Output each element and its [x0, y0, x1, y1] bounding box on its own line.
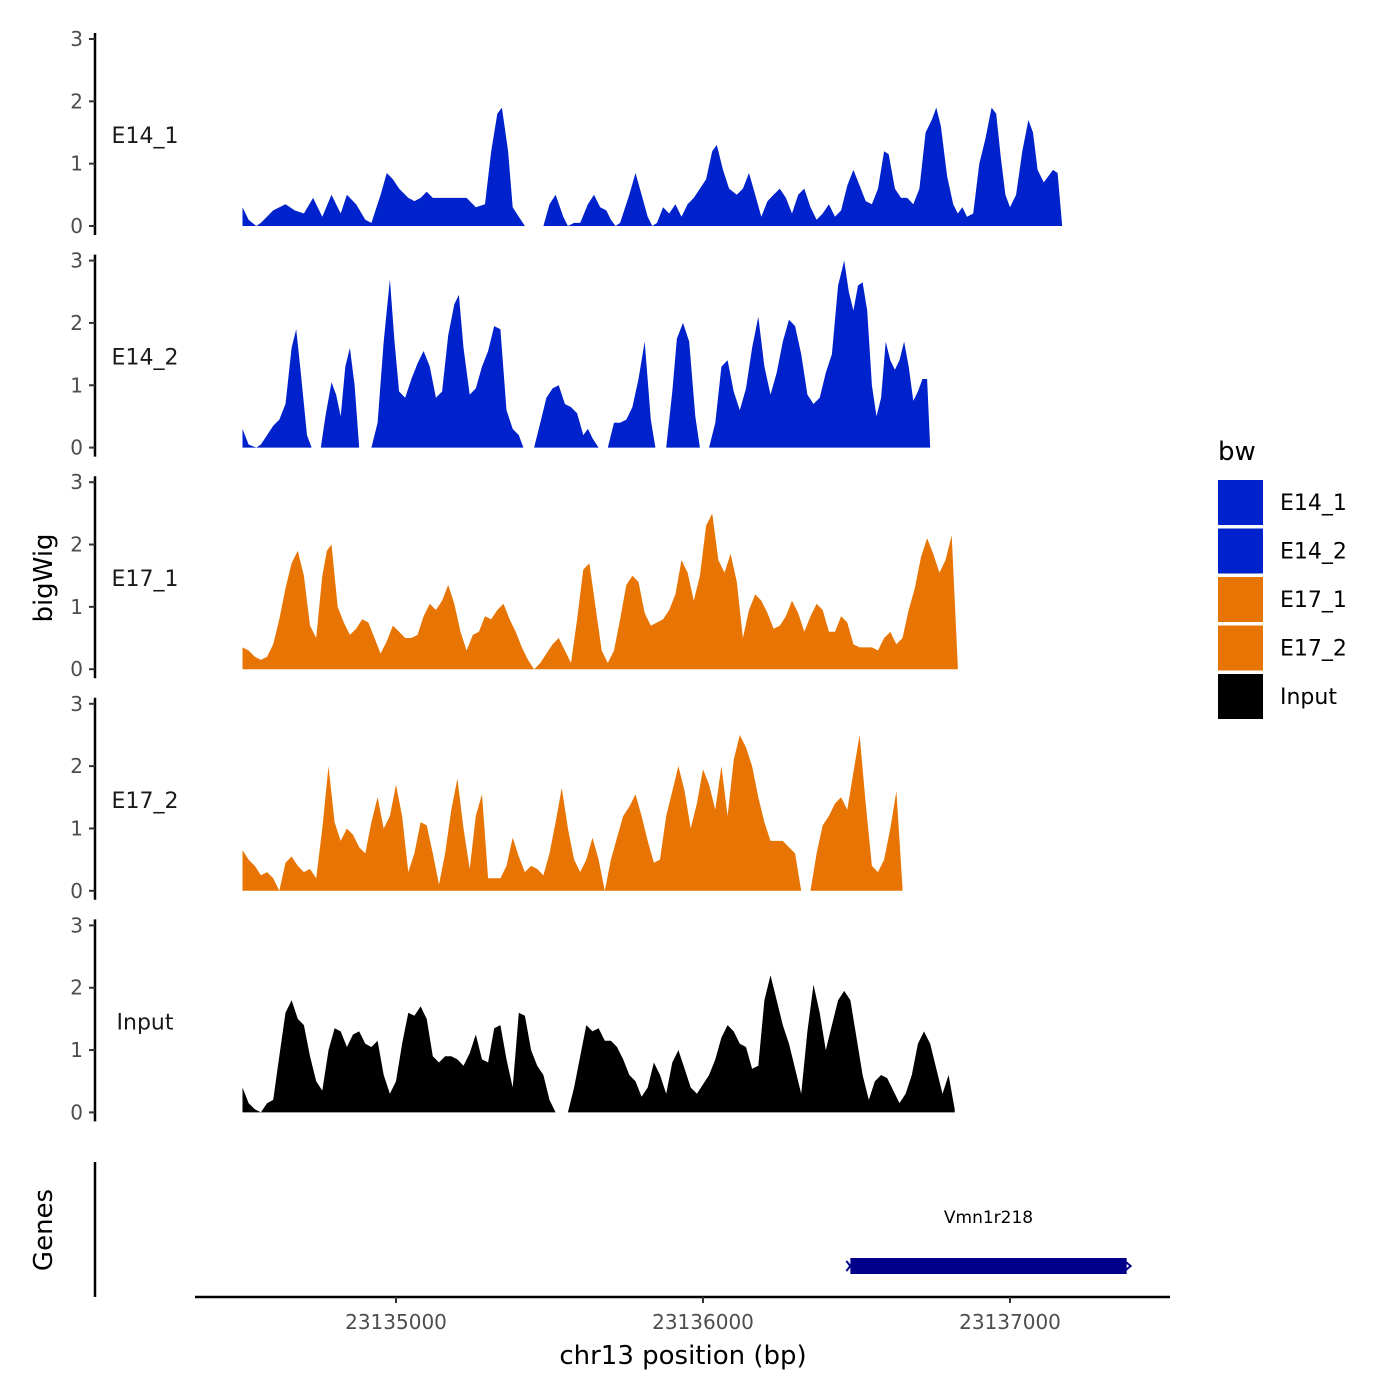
y-tick-label: 3 [70, 913, 83, 937]
genes-axis-title: Genes [29, 1189, 59, 1271]
track-E14_2: 0 1 2 3 E14_2 [70, 249, 931, 460]
legend-label-Input: Input [1280, 685, 1337, 710]
x-tick-label: 23136000 [652, 1310, 754, 1334]
gene-strand-mark [845, 1260, 856, 1272]
legend-label-E17_2: E17_2 [1280, 637, 1347, 662]
y-tick-label: 2 [70, 311, 83, 335]
legend: bw E14_1 E14_2 E17_1 E17_2 Input [1218, 437, 1347, 719]
coverage-tracks: 0 1 2 3 E14_1 0 1 2 3 E14_2 0 1 2 3 E17_1 0 1 2 3 E17_2 0 1 2 3… [70, 27, 1063, 1124]
coverage-area-E14_1 [242, 107, 525, 226]
y-tick-label: 1 [70, 373, 83, 397]
y-tick-label: 0 [70, 657, 83, 681]
coverage-area-Input [242, 1000, 556, 1113]
y-tick-label: 1 [70, 152, 83, 176]
coverage-area-E17_2 [810, 735, 903, 891]
y-tick-label: 3 [70, 470, 83, 494]
track-E17_2: 0 1 2 3 E17_2 [70, 692, 903, 903]
legend-label-E14_1: E14_1 [1280, 491, 1347, 516]
coverage-area-E14_2 [320, 347, 360, 448]
legend-swatch-E14_1 [1218, 480, 1263, 525]
track-E14_1: 0 1 2 3 E14_1 [70, 27, 1063, 238]
x-axis-title: chr13 position (bp) [559, 1341, 806, 1371]
y-tick-label: 3 [70, 692, 83, 716]
legend-label-E14_2: E14_2 [1280, 540, 1347, 565]
x-tick-label: 23135000 [345, 1310, 447, 1334]
legend-swatch-Input [1218, 674, 1263, 719]
coverage-area-E14_2 [371, 279, 524, 448]
gene-track: Vmn1r218 [93, 1162, 1133, 1297]
y-tick-label: 2 [70, 533, 83, 557]
track-Input: 0 1 2 3 Input [70, 913, 955, 1124]
coverage-area-E14_2 [607, 341, 656, 448]
y-tick-label: 3 [70, 27, 83, 51]
y-tick-label: 0 [70, 1100, 83, 1124]
legend-title: bw [1218, 437, 1256, 467]
x-axis: 23135000 23136000 23137000 [195, 1295, 1170, 1334]
coverage-area-E14_2 [534, 385, 599, 448]
y-tick-label: 1 [70, 595, 83, 619]
y-tick-label: 0 [70, 214, 83, 238]
y-tick-label: 0 [70, 436, 83, 460]
coverage-area-E14_2 [709, 260, 931, 448]
coverage-area-E14_2 [242, 329, 312, 448]
legend-swatch-E14_2 [1218, 528, 1263, 574]
coverage-area-E17_1 [242, 513, 958, 670]
gene-body-Vmn1r218 [850, 1258, 1127, 1274]
track-label-E14_2: E14_2 [112, 346, 179, 371]
y-tick-label: 0 [70, 879, 83, 903]
y-tick-label: 2 [70, 754, 83, 778]
legend-swatch-E17_1 [1218, 577, 1263, 622]
gene-label-Vmn1r218: Vmn1r218 [944, 1208, 1033, 1228]
track-label-E17_2: E17_2 [112, 789, 179, 814]
x-tick-label: 23137000 [959, 1310, 1061, 1334]
coverage-area-E14_1 [543, 107, 1063, 226]
y-tick-label: 3 [70, 249, 83, 273]
y-tick-label: 1 [70, 816, 83, 840]
track-E17_1: 0 1 2 3 E17_1 [70, 470, 958, 681]
gene-strand-arrow [1124, 1260, 1133, 1272]
y-tick-label: 1 [70, 1038, 83, 1062]
y-tick-label: 2 [70, 89, 83, 113]
coverage-area-Input [567, 975, 955, 1113]
coverage-area-E17_2 [242, 735, 802, 891]
legend-label-E17_1: E17_1 [1280, 588, 1347, 613]
legend-swatch-E17_2 [1218, 625, 1263, 671]
y-axis-title: bigWig [29, 533, 59, 622]
track-label-E14_1: E14_1 [112, 124, 179, 149]
track-label-E17_1: E17_1 [112, 567, 179, 592]
coverage-area-E14_2 [666, 322, 700, 448]
y-tick-label: 2 [70, 976, 83, 1000]
track-label-Input: Input [117, 1010, 174, 1035]
